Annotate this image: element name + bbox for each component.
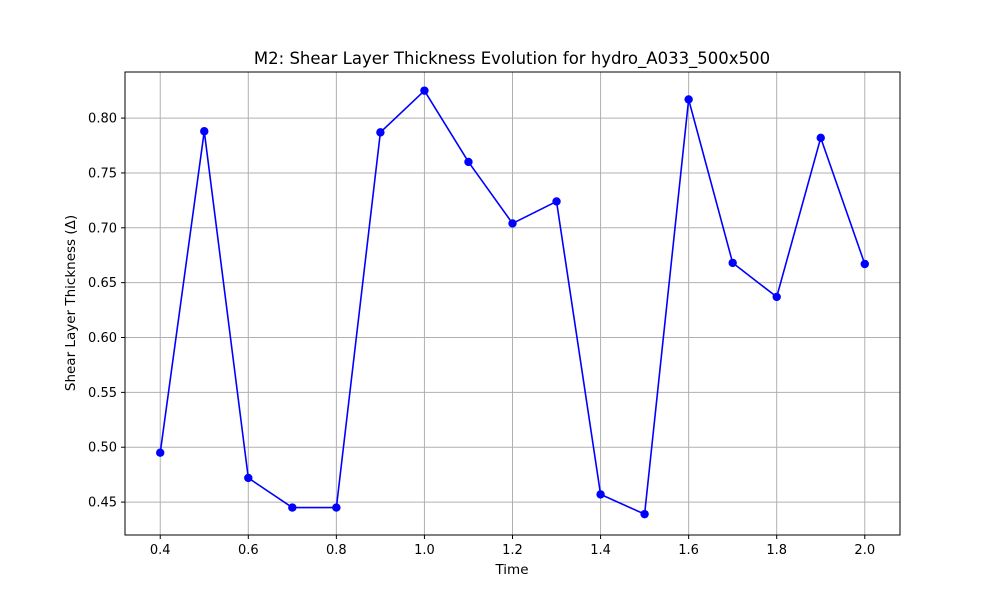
y-tick-label: 0.80 (88, 112, 117, 127)
grid (125, 72, 900, 535)
x-tick-label: 1.0 (414, 543, 435, 558)
data-point-marker (332, 503, 341, 512)
y-tick-label: 0.75 (88, 166, 117, 181)
data-point-marker (684, 95, 693, 104)
data-point-marker (156, 448, 165, 457)
data-point-marker (420, 86, 429, 95)
data-point-marker (772, 292, 781, 302)
y-axis-title: Shear Layer Thickness (Δ) (63, 215, 79, 391)
chart-title: M2: Shear Layer Thickness Evolution for … (254, 49, 770, 69)
data-series (156, 86, 869, 519)
y-tick-label: 0.65 (88, 276, 117, 291)
data-point-marker (816, 133, 825, 143)
data-point-marker (596, 490, 605, 499)
data-point-marker (244, 473, 253, 483)
y-tick-label: 0.70 (88, 221, 117, 236)
data-point-marker (200, 127, 209, 136)
x-tick-label: 0.4 (150, 543, 171, 558)
data-point-marker (728, 258, 737, 268)
y-tick-label: 0.50 (88, 441, 117, 456)
axis-ticks: 0.4 0.6 0.8 1.0 1.2 1.4 1.6 1.8 2.0 0.45 0.50 0.55 0… (88, 112, 875, 558)
data-point-marker (464, 157, 473, 167)
x-tick-label: 2.0 (854, 543, 875, 558)
y-tick-label: 0.45 (88, 496, 117, 511)
data-point-marker (552, 197, 561, 206)
x-tick-label: 1.2 (502, 543, 523, 558)
data-point-marker (508, 219, 517, 228)
data-point-marker (860, 259, 869, 269)
y-tick-label: 0.55 (88, 386, 117, 401)
data-point-marker (376, 128, 385, 137)
data-point-marker (640, 509, 649, 519)
x-tick-label: 0.8 (326, 543, 347, 558)
data-point-marker (288, 503, 297, 512)
x-tick-label: 0.6 (238, 543, 259, 558)
x-tick-label: 1.6 (678, 543, 699, 558)
x-tick-label: 1.8 (766, 543, 787, 558)
y-tick-label: 0.60 (88, 331, 117, 346)
x-tick-label: 1.4 (590, 543, 611, 558)
x-axis-title: Time (494, 562, 528, 578)
